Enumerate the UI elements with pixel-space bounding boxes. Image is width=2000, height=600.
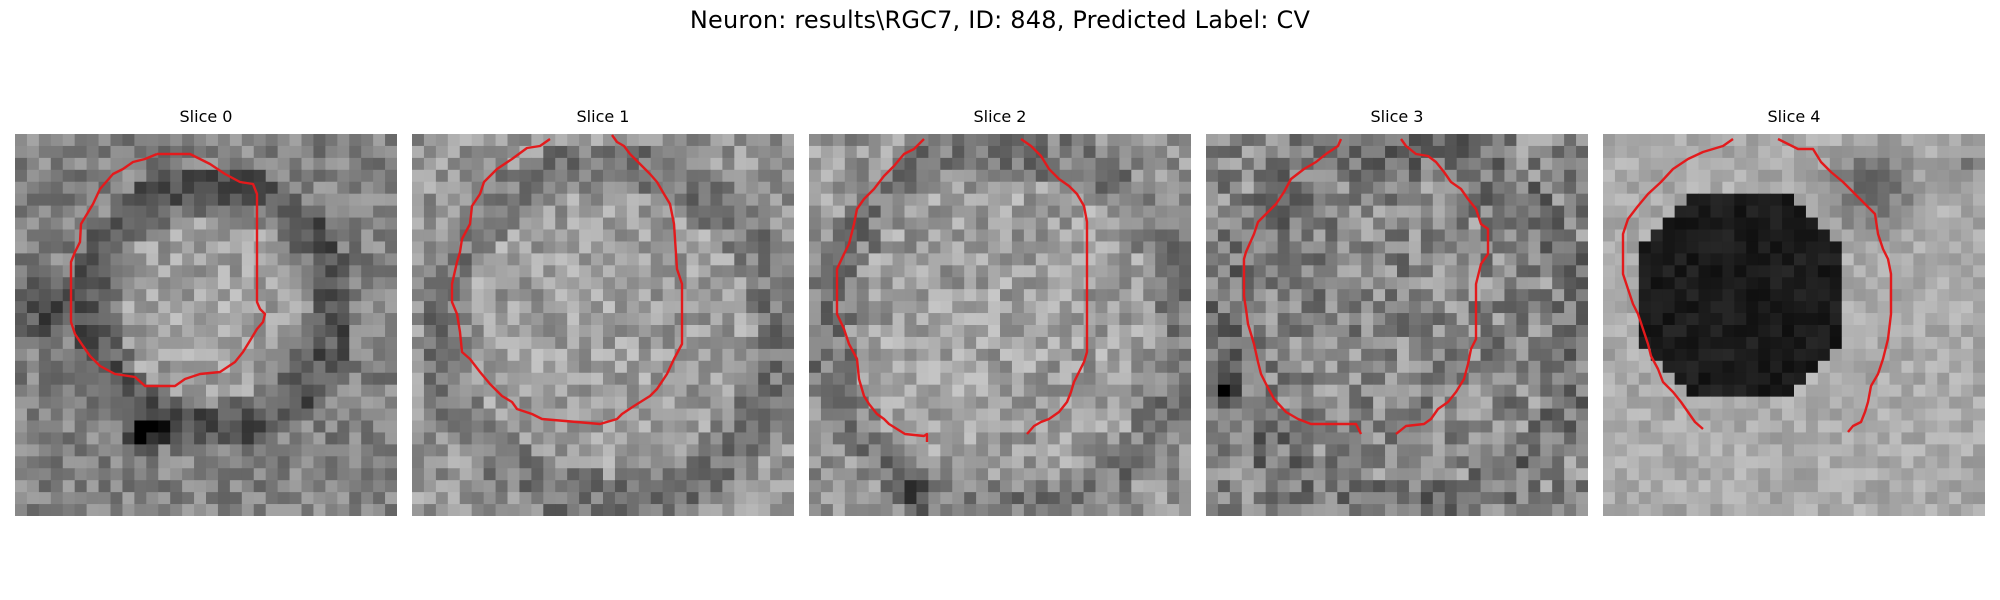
slice-image bbox=[412, 134, 794, 516]
slice-title: Slice 4 bbox=[1767, 107, 1821, 126]
slice-title: Slice 0 bbox=[179, 107, 233, 126]
pixel-grid bbox=[15, 134, 397, 516]
slice-title: Slice 3 bbox=[1370, 107, 1424, 126]
slice-title: Slice 2 bbox=[973, 107, 1027, 126]
segmentation-contour bbox=[1777, 137, 1893, 433]
segmentation-contour bbox=[1242, 138, 1363, 435]
pixel-grid bbox=[1603, 134, 1985, 516]
slice-image bbox=[809, 134, 1191, 516]
segmentation-contour bbox=[1621, 138, 1734, 430]
pixel-grid bbox=[412, 134, 794, 516]
figure-title: Neuron: results\RGC7, ID: 848, Predicted… bbox=[689, 6, 1311, 34]
segmentation-contour bbox=[450, 134, 684, 426]
slice-title: Slice 1 bbox=[576, 107, 630, 126]
segmentation-contour bbox=[69, 152, 267, 388]
pixel-grid bbox=[1206, 134, 1588, 516]
segmentation-contour bbox=[1395, 138, 1490, 435]
segmentation-contour bbox=[1020, 138, 1089, 435]
slice-image bbox=[1603, 134, 1985, 516]
segmentation-contour bbox=[835, 138, 929, 442]
slice-image bbox=[15, 134, 397, 516]
slice-image bbox=[1206, 134, 1588, 516]
pixel-grid bbox=[809, 134, 1191, 516]
